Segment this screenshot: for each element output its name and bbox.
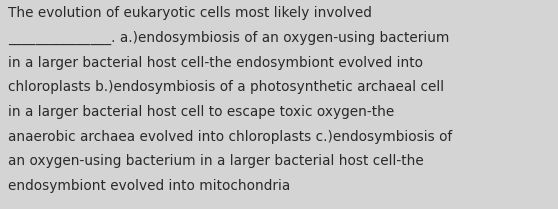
- Text: an oxygen-using bacterium in a larger bacterial host cell-the: an oxygen-using bacterium in a larger ba…: [8, 154, 424, 168]
- Text: _______________. a.)endosymbiosis of an oxygen-using bacterium: _______________. a.)endosymbiosis of an …: [8, 31, 449, 45]
- Text: endosymbiont evolved into mitochondria: endosymbiont evolved into mitochondria: [8, 179, 290, 193]
- Text: in a larger bacterial host cell-the endosymbiont evolved into: in a larger bacterial host cell-the endo…: [8, 56, 423, 70]
- Text: anaerobic archaea evolved into chloroplasts c.)endosymbiosis of: anaerobic archaea evolved into chloropla…: [8, 130, 452, 144]
- Text: chloroplasts b.)endosymbiosis of a photosynthetic archaeal cell: chloroplasts b.)endosymbiosis of a photo…: [8, 80, 444, 94]
- Text: in a larger bacterial host cell to escape toxic oxygen-the: in a larger bacterial host cell to escap…: [8, 105, 394, 119]
- Text: The evolution of eukaryotic cells most likely involved: The evolution of eukaryotic cells most l…: [8, 6, 372, 20]
